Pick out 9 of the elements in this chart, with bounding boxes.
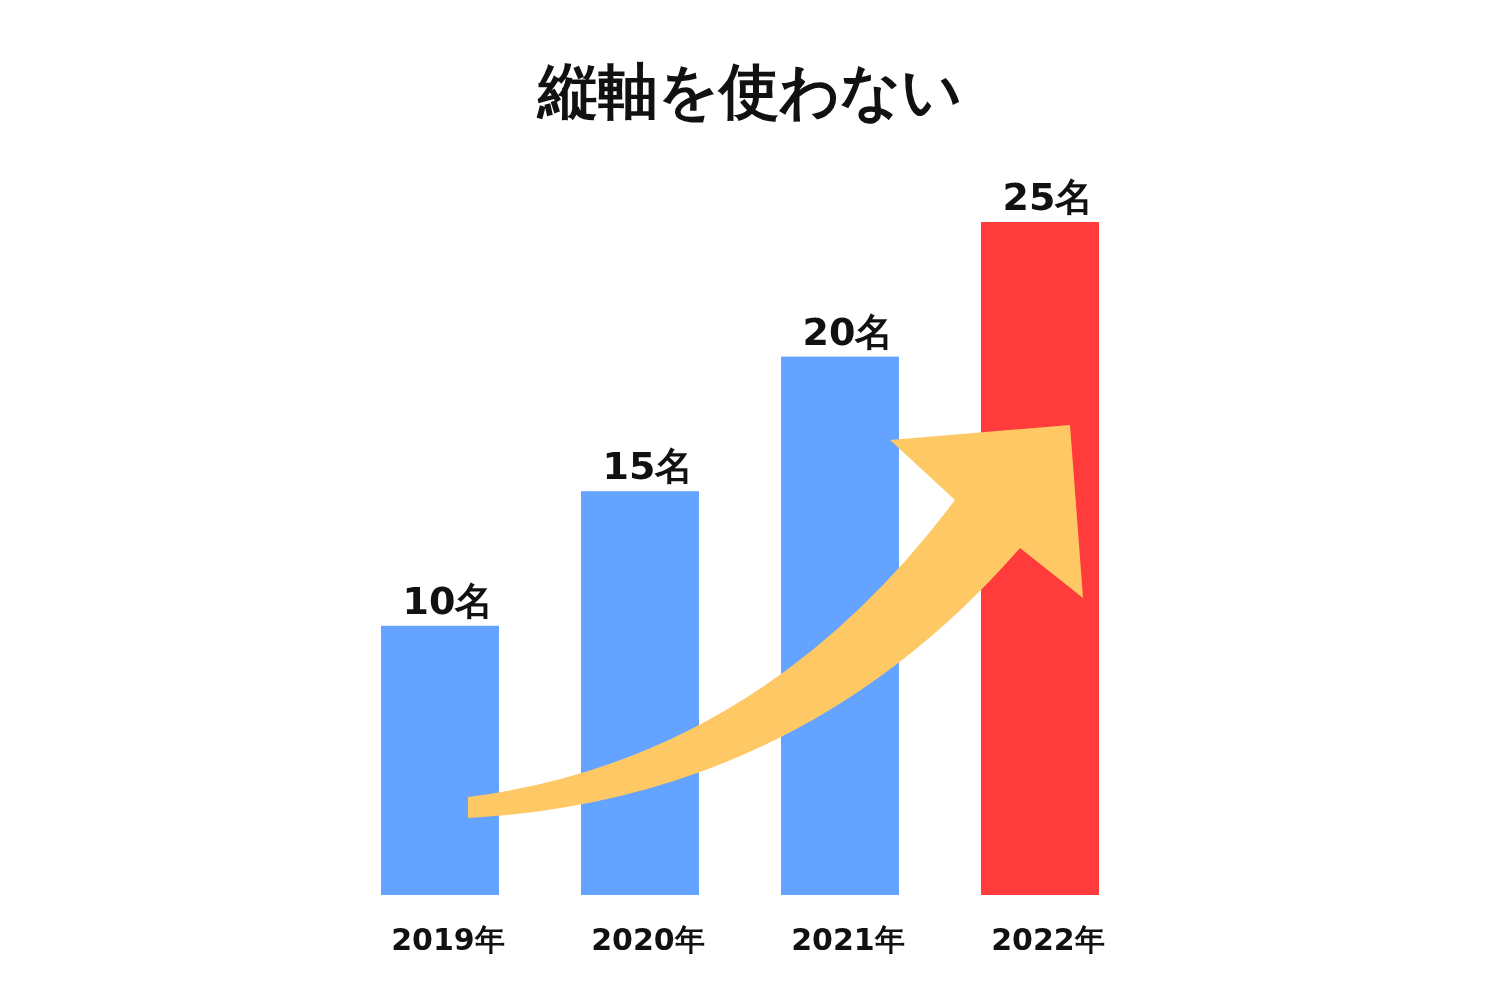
data-label: 25名 (1002, 175, 1094, 219)
data-label: 20名 (802, 309, 894, 354)
x-tick-label: 2019年 (391, 922, 505, 957)
x-tick-label: 2022年 (991, 922, 1105, 957)
data-label: 10名 (402, 578, 494, 623)
x-tick-label: 2021年 (791, 922, 905, 957)
data-label: 15名 (602, 444, 694, 489)
x-tick-label: 2020年 (591, 922, 705, 957)
chart-title: 縦軸を使わない (536, 56, 962, 126)
